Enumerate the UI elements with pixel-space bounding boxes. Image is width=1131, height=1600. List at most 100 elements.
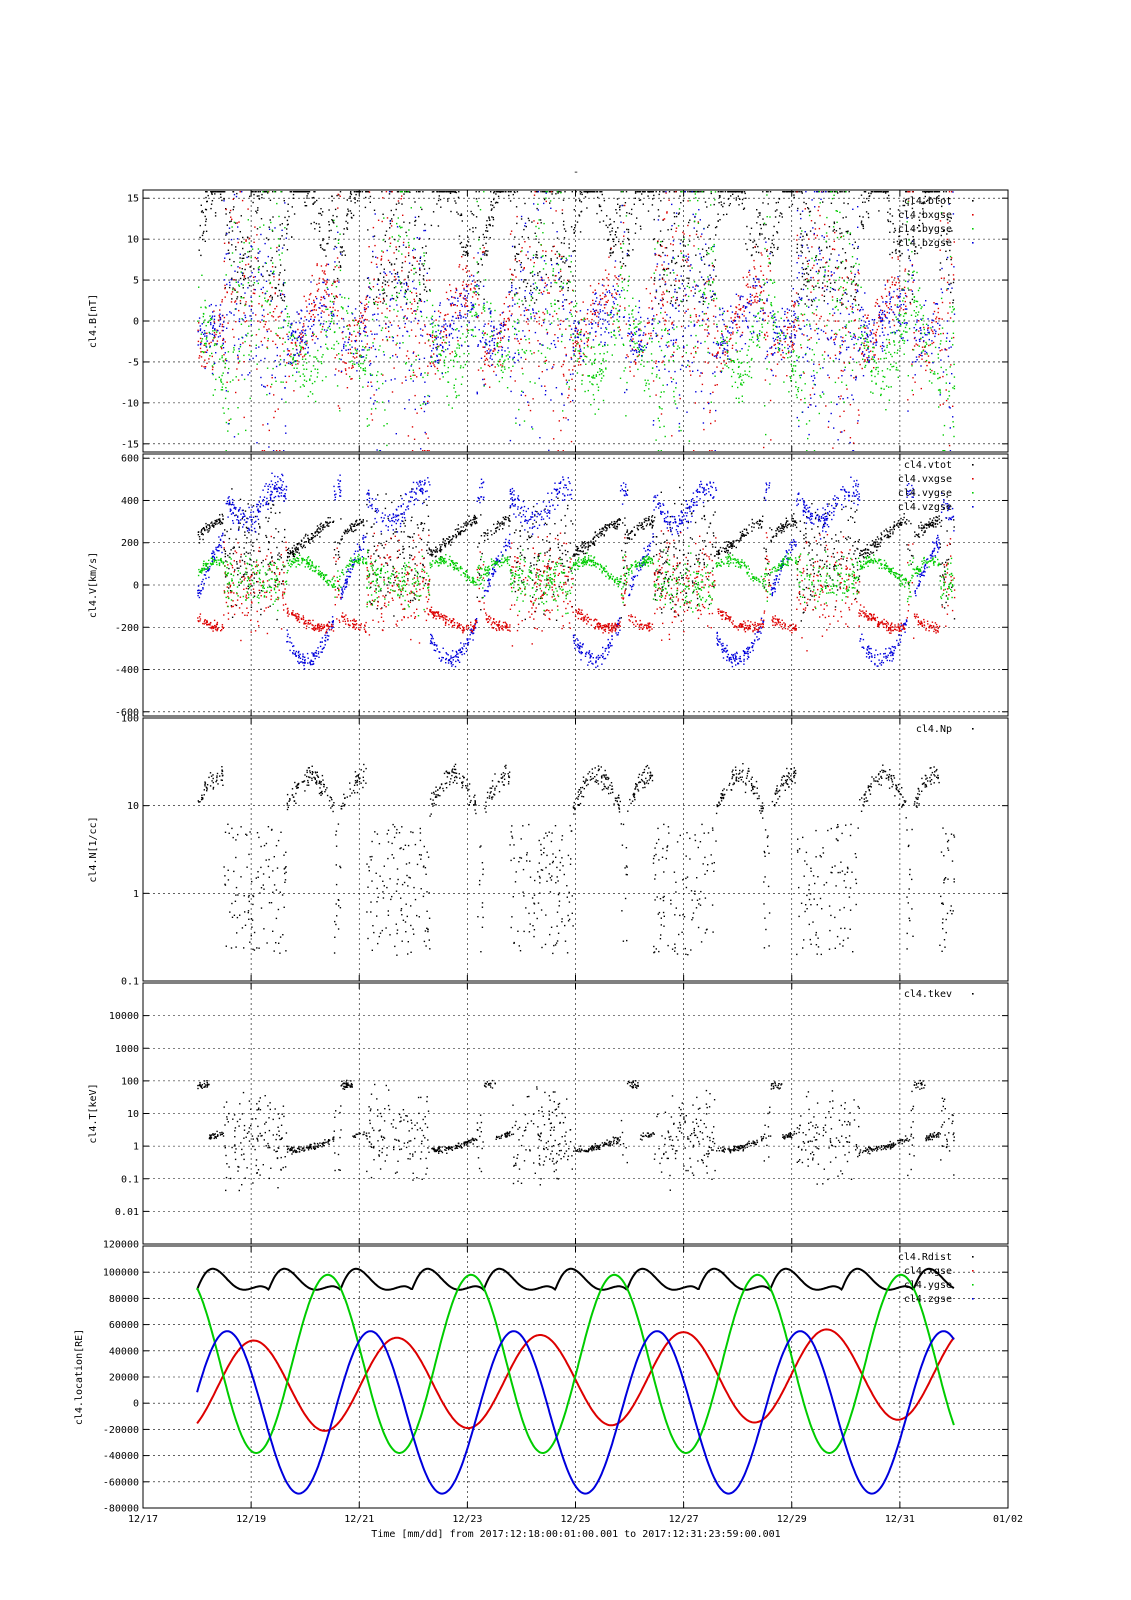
data-point — [732, 319, 735, 322]
data-point — [702, 279, 705, 281]
data-point — [835, 230, 838, 232]
data-point — [818, 259, 820, 261]
data-point — [831, 248, 834, 250]
data-point — [571, 191, 573, 193]
data-point — [242, 254, 245, 256]
data-point — [229, 209, 232, 212]
data-point — [644, 345, 646, 347]
data-point — [745, 197, 747, 199]
data-point — [418, 342, 421, 344]
data-point — [695, 233, 698, 236]
data-point — [833, 228, 835, 231]
data-point — [485, 224, 488, 226]
data-point — [555, 210, 557, 212]
data-point — [589, 359, 591, 361]
data-point — [334, 245, 336, 248]
data-point — [419, 298, 422, 301]
data-point — [551, 367, 553, 370]
data-point — [815, 323, 818, 325]
data-point — [428, 339, 430, 341]
data-point — [713, 203, 715, 206]
data-point — [389, 222, 392, 225]
data-point — [489, 224, 491, 227]
data-point — [432, 326, 434, 328]
data-point — [796, 251, 798, 254]
data-point — [631, 339, 633, 342]
data-point — [875, 383, 877, 385]
data-point — [618, 310, 621, 312]
data-point — [584, 355, 586, 357]
data-point — [770, 304, 773, 307]
data-point — [740, 375, 742, 378]
data-point — [309, 378, 311, 380]
data-point — [890, 363, 892, 366]
data-point — [766, 249, 768, 251]
data-point — [427, 394, 429, 397]
data-point — [543, 198, 546, 201]
data-point — [714, 226, 717, 229]
data-point — [580, 338, 582, 341]
data-point — [754, 287, 756, 289]
data-point — [693, 347, 695, 349]
data-point — [693, 450, 695, 451]
data-point — [660, 349, 663, 352]
data-point — [922, 208, 924, 210]
data-point — [595, 335, 597, 337]
data-point — [654, 277, 656, 279]
data-point — [683, 238, 685, 240]
data-point — [399, 236, 401, 238]
data-point — [839, 301, 841, 304]
data-point — [556, 237, 559, 239]
data-point — [236, 298, 238, 300]
data-point — [764, 282, 766, 284]
data-point — [607, 284, 609, 287]
data-point — [356, 356, 358, 358]
data-point — [854, 298, 856, 301]
data-point — [848, 191, 850, 193]
data-point — [949, 220, 951, 222]
data-point — [795, 355, 798, 357]
data-point — [755, 295, 757, 298]
data-point — [276, 305, 278, 308]
data-point — [926, 353, 928, 355]
data-point — [884, 288, 887, 290]
data-point — [813, 353, 815, 356]
data-point — [945, 369, 947, 371]
data-point — [707, 351, 709, 354]
data-point — [446, 298, 449, 300]
data-point — [424, 286, 427, 288]
data-point — [756, 334, 758, 336]
data-point — [281, 252, 283, 254]
data-point — [424, 223, 426, 226]
data-point — [457, 213, 459, 215]
data-point — [480, 258, 482, 261]
data-point — [818, 246, 820, 248]
data-point — [215, 191, 217, 193]
data-point — [200, 340, 203, 342]
data-point — [915, 330, 917, 332]
data-point — [888, 351, 890, 353]
data-point — [561, 257, 563, 259]
data-point — [611, 227, 614, 229]
data-point — [619, 377, 622, 379]
data-point — [524, 241, 526, 243]
data-point — [497, 201, 499, 204]
data-point — [240, 296, 242, 298]
data-point — [703, 291, 705, 294]
data-point — [347, 328, 350, 330]
data-point — [763, 222, 766, 224]
data-point — [804, 208, 806, 210]
data-point — [338, 327, 341, 329]
data-point — [245, 429, 247, 432]
data-point — [888, 341, 890, 344]
data-point — [220, 380, 222, 382]
data-point — [509, 291, 511, 293]
data-point — [523, 267, 525, 270]
data-point — [741, 400, 744, 403]
data-point — [849, 404, 852, 406]
data-point — [555, 275, 557, 277]
data-point — [473, 257, 475, 259]
data-point — [205, 345, 207, 347]
data-point — [589, 191, 591, 193]
data-point — [294, 380, 297, 382]
